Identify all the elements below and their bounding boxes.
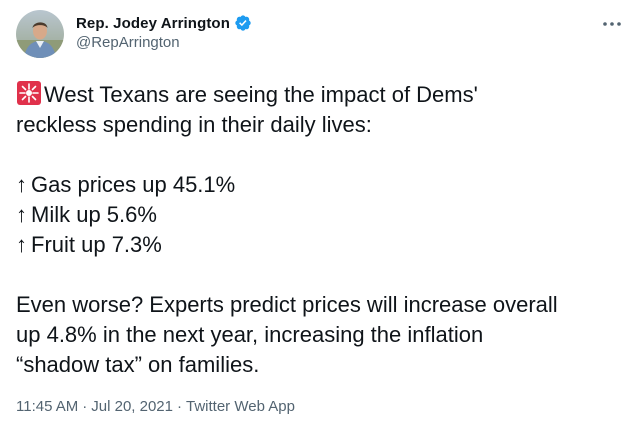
bullet-gas: ↑ Gas prices up 45.1% bbox=[16, 170, 624, 200]
tweet-source[interactable]: Twitter Web App bbox=[186, 398, 295, 415]
blank-line bbox=[16, 140, 624, 170]
closing-line-1: Even worse? Experts predict prices will … bbox=[16, 292, 558, 317]
more-horizontal-icon[interactable] bbox=[600, 14, 624, 34]
closing-line-3: “shadow tax” on families. bbox=[16, 352, 260, 377]
up-arrow-icon: ↑ bbox=[16, 232, 27, 257]
meta-separator: · bbox=[177, 398, 182, 415]
bullet-milk: ↑ Milk up 5.6% bbox=[16, 200, 624, 230]
tweet-text: West Texans are seeing the impact of Dem… bbox=[16, 80, 624, 380]
avatar[interactable] bbox=[16, 10, 64, 58]
display-name-row: Rep. Jodey Arrington bbox=[76, 13, 252, 33]
bullet-text: Fruit up 7.3% bbox=[31, 232, 162, 257]
bullet-text: Milk up 5.6% bbox=[31, 202, 157, 227]
blank-line bbox=[16, 260, 624, 290]
tweet-time[interactable]: 11:45 AM bbox=[16, 398, 79, 415]
tweet-line-1: West Texans are seeing the impact of Dem… bbox=[16, 80, 624, 110]
tweet-line-1-text: West Texans are seeing the impact of Dem… bbox=[44, 82, 478, 107]
tweet-line-2: reckless spending in their daily lives: bbox=[16, 112, 372, 137]
bullet-text: Gas prices up 45.1% bbox=[31, 172, 236, 197]
display-name[interactable]: Rep. Jodey Arrington bbox=[76, 14, 230, 32]
meta-separator: · bbox=[82, 398, 88, 415]
verified-badge-icon bbox=[234, 14, 252, 32]
alarm-light-icon bbox=[16, 80, 42, 106]
closing-line-2: up 4.8% in the next year, increasing the… bbox=[16, 322, 484, 347]
avatar-photo bbox=[16, 10, 64, 58]
author-handle[interactable]: @RepArrington bbox=[76, 34, 180, 51]
author-names: Rep. Jodey Arrington @RepArrington bbox=[76, 13, 252, 51]
bullet-fruit: ↑ Fruit up 7.3% bbox=[16, 230, 624, 260]
up-arrow-icon: ↑ bbox=[16, 172, 27, 197]
tweet-date[interactable]: Jul 20, 2021 bbox=[91, 398, 173, 415]
up-arrow-icon: ↑ bbox=[16, 202, 27, 227]
tweet-meta: 11:45 AM · Jul 20, 2021 · Twitter Web Ap… bbox=[16, 398, 295, 415]
